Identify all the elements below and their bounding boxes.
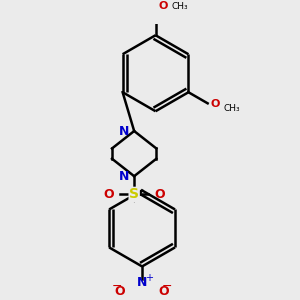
Text: CH₃: CH₃: [171, 2, 188, 11]
Text: +: +: [145, 273, 153, 283]
Text: −: −: [162, 280, 173, 293]
Text: O: O: [159, 285, 169, 298]
Text: O: O: [115, 285, 125, 298]
Text: S: S: [129, 188, 139, 201]
Text: CH₃: CH₃: [224, 103, 240, 112]
Text: O: O: [154, 188, 165, 201]
Text: O: O: [159, 2, 168, 11]
Text: N: N: [119, 124, 129, 137]
Text: O: O: [211, 99, 220, 109]
Text: O: O: [104, 188, 114, 201]
Text: N: N: [137, 276, 147, 289]
Text: −: −: [112, 280, 122, 293]
Text: N: N: [119, 170, 129, 183]
